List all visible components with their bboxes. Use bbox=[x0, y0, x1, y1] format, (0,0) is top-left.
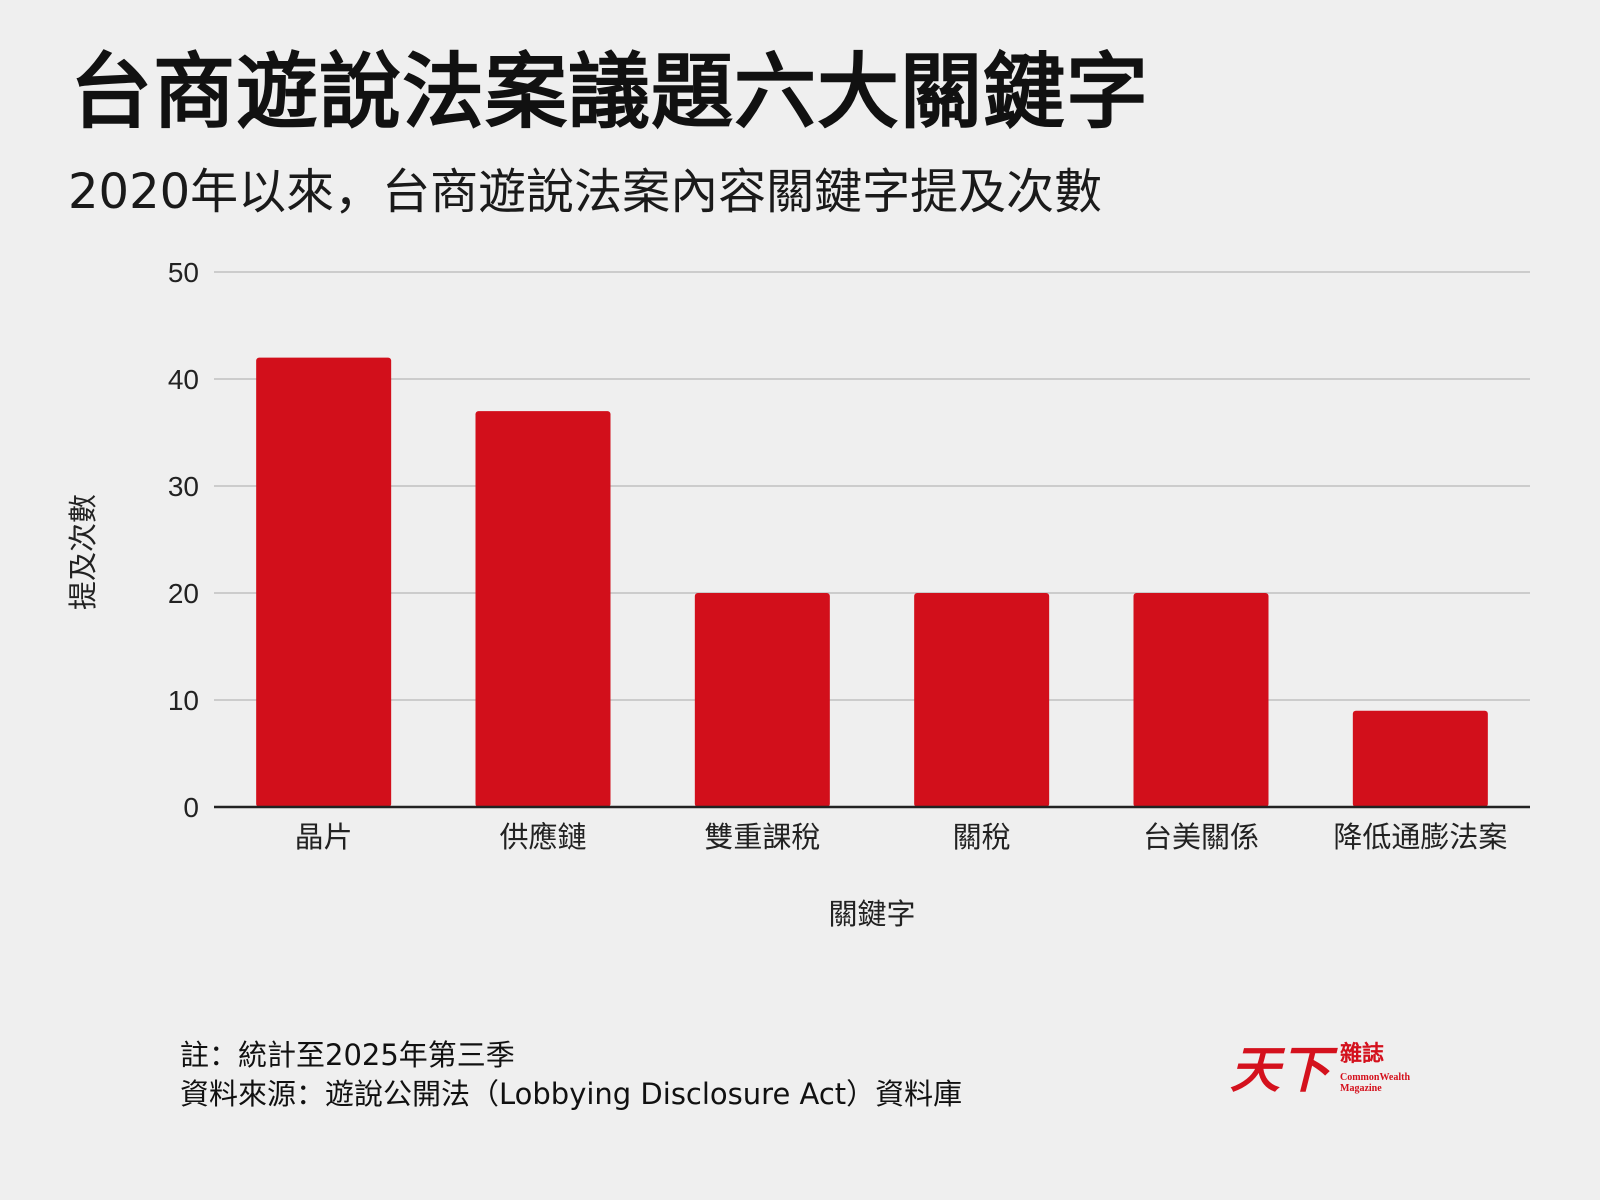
chart-title: 台商遊說法案議題六大關鍵字 bbox=[70, 45, 1150, 140]
x-tick-label: 雙重課稅 bbox=[704, 820, 820, 854]
notes: 註：統計至2025年第三季 資料來源：遊說公開法（Lobbying Disclo… bbox=[180, 1036, 962, 1114]
x-tick-label: 降低通膨法案 bbox=[1333, 820, 1507, 854]
bar-晶片 bbox=[256, 357, 392, 807]
y-tick-label: 50 bbox=[168, 257, 199, 288]
note-source: 資料來源：遊說公開法（Lobbying Disclosure Act）資料庫 bbox=[180, 1077, 963, 1111]
y-tick-label: 30 bbox=[168, 471, 199, 502]
x-tick-label: 關稅 bbox=[953, 820, 1011, 854]
y-axis-title: 提及次數 bbox=[66, 494, 100, 610]
bar-雙重課稅 bbox=[694, 593, 830, 807]
chart-subtitle: 2020年以來，台商遊說法案內容關鍵字提及次數 bbox=[68, 164, 1103, 220]
bar-台美關係 bbox=[1133, 593, 1269, 807]
logo-sub-text: 雜誌 bbox=[1340, 1041, 1385, 1067]
y-tick-label: 20 bbox=[168, 578, 199, 609]
x-axis-title: 關鍵字 bbox=[828, 897, 915, 931]
publisher-logo: 天下 雜誌 CommonWealth Magazine bbox=[1230, 1040, 1430, 1100]
logo-main-text: 天下 bbox=[1230, 1040, 1330, 1099]
x-tick-label: 供應鏈 bbox=[499, 820, 586, 854]
bar-供應鏈 bbox=[475, 411, 611, 807]
bar-關稅 bbox=[914, 593, 1050, 807]
y-tick-label: 40 bbox=[168, 364, 199, 395]
x-tick-label: 晶片 bbox=[295, 820, 353, 854]
y-tick-label: 0 bbox=[183, 792, 199, 823]
bar-降低通膨法案 bbox=[1352, 710, 1488, 807]
note-statistics: 註：統計至2025年第三季 bbox=[180, 1038, 515, 1072]
logo-english-line1: CommonWealth bbox=[1340, 1072, 1410, 1083]
logo-english-line2: Magazine bbox=[1340, 1083, 1382, 1094]
x-tick-label: 台美關係 bbox=[1143, 820, 1259, 854]
y-tick-label: 10 bbox=[168, 685, 199, 716]
